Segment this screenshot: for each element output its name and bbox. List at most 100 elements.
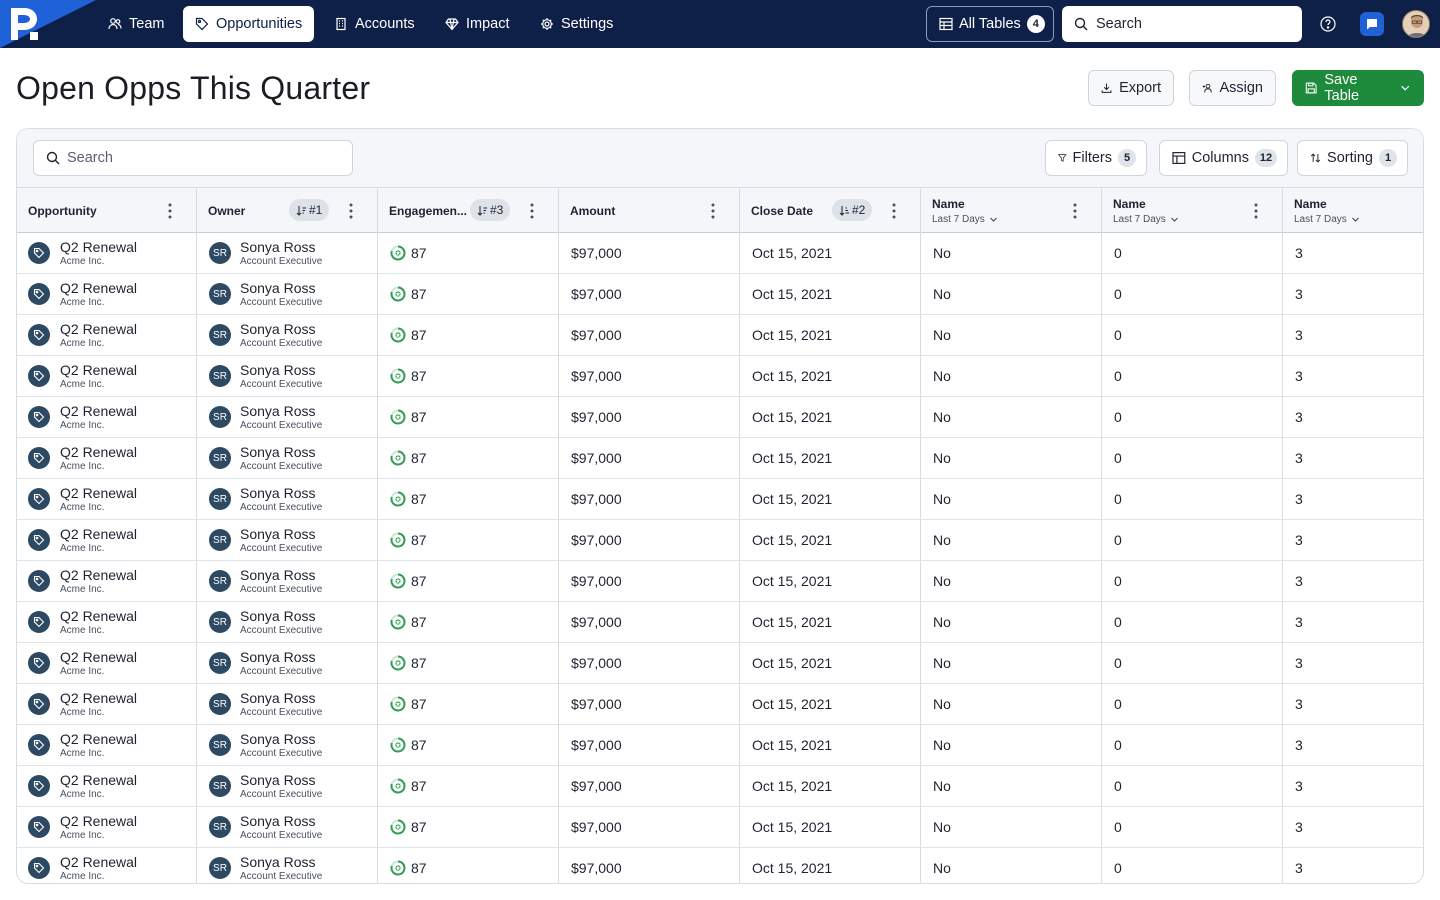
owner-cell[interactable]: SR Sonya Ross Account Executive bbox=[197, 233, 378, 273]
opportunity-name[interactable]: Q2 Renewal bbox=[60, 771, 138, 788]
table-row[interactable]: Q2 Renewal Acme Inc. SR Sonya Ross Accou… bbox=[17, 643, 1423, 684]
opportunity-cell[interactable]: Q2 Renewal Acme Inc. bbox=[17, 848, 197, 883]
owner-cell[interactable]: SR Sonya Ross Account Executive bbox=[197, 602, 378, 642]
opportunity-name[interactable]: Q2 Renewal bbox=[60, 812, 138, 829]
table-search-input[interactable]: Search bbox=[33, 140, 353, 176]
user-avatar[interactable] bbox=[1402, 10, 1430, 38]
nav-tab-impact[interactable]: Impact bbox=[433, 6, 522, 42]
owner-cell[interactable]: SR Sonya Ross Account Executive bbox=[197, 807, 378, 847]
help-icon[interactable] bbox=[1319, 15, 1337, 33]
date-range-dropdown[interactable]: Last 7 Days bbox=[1294, 214, 1360, 225]
opportunity-cell[interactable]: Q2 Renewal Acme Inc. bbox=[17, 807, 197, 847]
opportunity-name[interactable]: Q2 Renewal bbox=[60, 648, 138, 665]
opportunity-cell[interactable]: Q2 Renewal Acme Inc. bbox=[17, 315, 197, 355]
opportunity-cell[interactable]: Q2 Renewal Acme Inc. bbox=[17, 356, 197, 396]
nav-tab-settings[interactable]: Settings bbox=[528, 6, 625, 42]
owner-cell[interactable]: SR Sonya Ross Account Executive bbox=[197, 274, 378, 314]
owner-cell[interactable]: SR Sonya Ross Account Executive bbox=[197, 643, 378, 683]
opportunity-cell[interactable]: Q2 Renewal Acme Inc. bbox=[17, 684, 197, 724]
owner-cell[interactable]: SR Sonya Ross Account Executive bbox=[197, 315, 378, 355]
opportunity-name[interactable]: Q2 Renewal bbox=[60, 525, 138, 542]
column-header-name-1[interactable]: Name Last 7 Days bbox=[921, 188, 1102, 233]
sort-order-chip[interactable]: #2 bbox=[832, 199, 873, 221]
kebab-menu-icon[interactable] bbox=[168, 202, 172, 220]
sort-order-chip[interactable]: #3 bbox=[470, 199, 511, 221]
opportunity-cell[interactable]: Q2 Renewal Acme Inc. bbox=[17, 520, 197, 560]
opportunity-cell[interactable]: Q2 Renewal Acme Inc. bbox=[17, 397, 197, 437]
column-header-engagement[interactable]: Engagemen... #3 bbox=[378, 188, 559, 233]
column-header-amount[interactable]: Amount bbox=[559, 188, 740, 233]
opportunity-name[interactable]: Q2 Renewal bbox=[60, 279, 138, 296]
owner-cell[interactable]: SR Sonya Ross Account Executive bbox=[197, 725, 378, 765]
opportunity-cell[interactable]: Q2 Renewal Acme Inc. bbox=[17, 561, 197, 601]
export-button[interactable]: Export bbox=[1088, 70, 1174, 106]
global-search-input[interactable]: Search bbox=[1062, 6, 1302, 42]
table-row[interactable]: Q2 Renewal Acme Inc. SR Sonya Ross Accou… bbox=[17, 274, 1423, 315]
save-table-button[interactable]: Save Table bbox=[1292, 70, 1424, 106]
owner-cell[interactable]: SR Sonya Ross Account Executive bbox=[197, 561, 378, 601]
table-row[interactable]: Q2 Renewal Acme Inc. SR Sonya Ross Accou… bbox=[17, 807, 1423, 848]
opportunity-name[interactable]: Q2 Renewal bbox=[60, 402, 138, 419]
table-row[interactable]: Q2 Renewal Acme Inc. SR Sonya Ross Accou… bbox=[17, 479, 1423, 520]
opportunity-cell[interactable]: Q2 Renewal Acme Inc. bbox=[17, 602, 197, 642]
owner-cell[interactable]: SR Sonya Ross Account Executive bbox=[197, 520, 378, 560]
table-row[interactable]: Q2 Renewal Acme Inc. SR Sonya Ross Accou… bbox=[17, 684, 1423, 725]
chat-icon[interactable] bbox=[1360, 12, 1384, 36]
opportunity-name[interactable]: Q2 Renewal bbox=[60, 238, 138, 255]
opportunity-cell[interactable]: Q2 Renewal Acme Inc. bbox=[17, 438, 197, 478]
all-tables-button[interactable]: All Tables 4 bbox=[926, 6, 1054, 42]
owner-cell[interactable]: SR Sonya Ross Account Executive bbox=[197, 848, 378, 883]
column-header-owner[interactable]: Owner #1 bbox=[197, 188, 378, 233]
opportunity-name[interactable]: Q2 Renewal bbox=[60, 484, 138, 501]
owner-cell[interactable]: SR Sonya Ross Account Executive bbox=[197, 356, 378, 396]
date-range-dropdown[interactable]: Last 7 Days bbox=[1113, 214, 1179, 225]
table-row[interactable]: Q2 Renewal Acme Inc. SR Sonya Ross Accou… bbox=[17, 520, 1423, 561]
owner-cell[interactable]: SR Sonya Ross Account Executive bbox=[197, 397, 378, 437]
sort-order-chip[interactable]: #1 bbox=[289, 199, 330, 221]
column-header-name-3[interactable]: Name Last 7 Days bbox=[1283, 188, 1423, 233]
column-header-opportunity[interactable]: Opportunity bbox=[17, 188, 197, 233]
column-header-name-2[interactable]: Name Last 7 Days bbox=[1102, 188, 1283, 233]
app-logo-icon[interactable] bbox=[8, 6, 42, 42]
opportunity-name[interactable]: Q2 Renewal bbox=[60, 320, 138, 337]
table-row[interactable]: Q2 Renewal Acme Inc. SR Sonya Ross Accou… bbox=[17, 602, 1423, 643]
table-row[interactable]: Q2 Renewal Acme Inc. SR Sonya Ross Accou… bbox=[17, 561, 1423, 602]
table-row[interactable]: Q2 Renewal Acme Inc. SR Sonya Ross Accou… bbox=[17, 766, 1423, 807]
filters-button[interactable]: Filters 5 bbox=[1045, 140, 1147, 176]
opportunity-name[interactable]: Q2 Renewal bbox=[60, 607, 138, 624]
nav-tab-team[interactable]: Team bbox=[96, 6, 176, 42]
column-header-close-date[interactable]: Close Date #2 bbox=[740, 188, 921, 233]
kebab-menu-icon[interactable] bbox=[1254, 202, 1258, 220]
opportunity-cell[interactable]: Q2 Renewal Acme Inc. bbox=[17, 479, 197, 519]
kebab-menu-icon[interactable] bbox=[711, 202, 715, 220]
owner-cell[interactable]: SR Sonya Ross Account Executive bbox=[197, 438, 378, 478]
opportunity-name[interactable]: Q2 Renewal bbox=[60, 853, 138, 870]
owner-cell[interactable]: SR Sonya Ross Account Executive bbox=[197, 684, 378, 724]
opportunity-name[interactable]: Q2 Renewal bbox=[60, 361, 138, 378]
nav-tab-accounts[interactable]: Accounts bbox=[322, 6, 427, 42]
owner-cell[interactable]: SR Sonya Ross Account Executive bbox=[197, 766, 378, 806]
opportunity-name[interactable]: Q2 Renewal bbox=[60, 689, 138, 706]
owner-cell[interactable]: SR Sonya Ross Account Executive bbox=[197, 479, 378, 519]
table-row[interactable]: Q2 Renewal Acme Inc. SR Sonya Ross Accou… bbox=[17, 725, 1423, 766]
columns-button[interactable]: Columns 12 bbox=[1159, 140, 1288, 176]
opportunity-name[interactable]: Q2 Renewal bbox=[60, 443, 138, 460]
opportunity-cell[interactable]: Q2 Renewal Acme Inc. bbox=[17, 766, 197, 806]
table-row[interactable]: Q2 Renewal Acme Inc. SR Sonya Ross Accou… bbox=[17, 356, 1423, 397]
opportunity-cell[interactable]: Q2 Renewal Acme Inc. bbox=[17, 725, 197, 765]
table-row[interactable]: Q2 Renewal Acme Inc. SR Sonya Ross Accou… bbox=[17, 397, 1423, 438]
kebab-menu-icon[interactable] bbox=[1073, 202, 1077, 220]
date-range-dropdown[interactable]: Last 7 Days bbox=[932, 214, 998, 225]
opportunity-cell[interactable]: Q2 Renewal Acme Inc. bbox=[17, 643, 197, 683]
table-row[interactable]: Q2 Renewal Acme Inc. SR Sonya Ross Accou… bbox=[17, 315, 1423, 356]
nav-tab-opportunities[interactable]: Opportunities bbox=[183, 6, 315, 42]
sorting-button[interactable]: Sorting 1 bbox=[1297, 140, 1408, 176]
kebab-menu-icon[interactable] bbox=[349, 202, 353, 220]
opportunity-name[interactable]: Q2 Renewal bbox=[60, 566, 138, 583]
opportunity-cell[interactable]: Q2 Renewal Acme Inc. bbox=[17, 274, 197, 314]
opportunity-cell[interactable]: Q2 Renewal Acme Inc. bbox=[17, 233, 197, 273]
kebab-menu-icon[interactable] bbox=[892, 202, 896, 220]
table-row[interactable]: Q2 Renewal Acme Inc. SR Sonya Ross Accou… bbox=[17, 438, 1423, 479]
table-row[interactable]: Q2 Renewal Acme Inc. SR Sonya Ross Accou… bbox=[17, 233, 1423, 274]
assign-button[interactable]: Assign bbox=[1189, 70, 1276, 106]
